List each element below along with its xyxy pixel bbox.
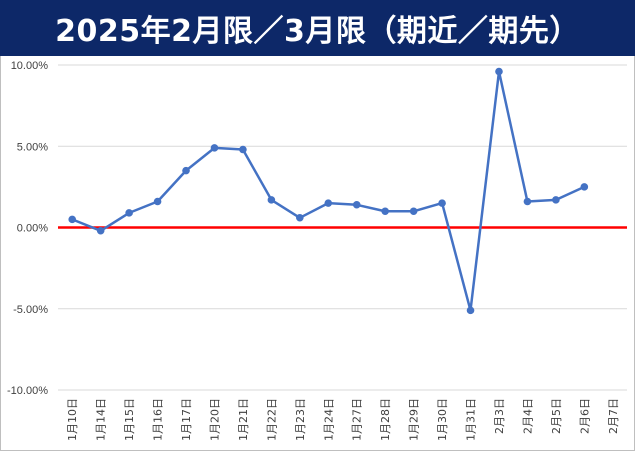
y-tick-label: 0.00% (17, 223, 48, 235)
series-layer (68, 67, 589, 315)
chart-title-bar: 2025年2月限／3月限（期近／期先） (0, 0, 635, 56)
series-line (71, 70, 585, 312)
x-tick-label: 1月28日 (379, 398, 392, 441)
gridlines (58, 64, 627, 391)
x-tick-label: 1月21日 (237, 398, 250, 441)
x-tick-label: 1月29日 (408, 398, 421, 441)
y-tick-label: -5.00% (13, 304, 48, 316)
data-point (466, 306, 475, 315)
x-tick-label: 1月14日 (95, 398, 108, 441)
data-point (96, 226, 105, 235)
data-point (68, 215, 77, 224)
x-tick-label: 2月5日 (550, 398, 563, 434)
data-point (552, 196, 560, 204)
y-axis-ticks: 10.00% 5.00% 0.00% -5.00% -10.00% (7, 60, 48, 397)
x-tick-label: 2月3日 (493, 398, 506, 434)
data-point (182, 166, 190, 175)
data-point (495, 67, 503, 76)
y-tick-label: 5.00% (17, 141, 48, 153)
x-tick-label: 1月31日 (465, 398, 478, 441)
data-point (352, 200, 361, 209)
data-point (125, 209, 133, 217)
data-point (296, 213, 304, 222)
data-point (210, 144, 219, 152)
x-tick-label: 1月16日 (152, 398, 165, 441)
x-tick-label: 2月6日 (578, 398, 591, 434)
x-tick-label: 1月23日 (294, 398, 307, 441)
x-tick-label: 2月7日 (607, 398, 620, 434)
x-tick-label: 1月17日 (180, 398, 193, 441)
x-tick-label: 1月10日 (66, 398, 79, 441)
data-point (324, 199, 333, 207)
data-point (239, 145, 247, 154)
x-tick-label: 1月27日 (351, 398, 364, 441)
data-point (438, 199, 446, 207)
data-point (267, 196, 276, 204)
x-tick-label: 2月4日 (521, 398, 534, 434)
x-tick-label: 1月24日 (322, 398, 335, 441)
data-point (523, 197, 532, 206)
x-axis-ticks: 1月10日 1月14日 1月15日 1月16日 1月17日 1月20日 1月21日 1月22日… (66, 398, 620, 441)
data-point (580, 183, 589, 191)
data-point (409, 207, 418, 216)
x-tick-label: 1月20日 (208, 398, 221, 441)
x-tick-label: 1月15日 (123, 398, 136, 441)
x-tick-label: 1月30日 (436, 398, 449, 441)
y-tick-label: -10.00% (7, 385, 48, 397)
data-point (381, 207, 389, 216)
chart-title: 2025年2月限／3月限（期近／期先） (55, 14, 580, 49)
data-point (153, 197, 162, 206)
x-tick-label: 1月22日 (265, 398, 278, 441)
y-tick-label: 10.00% (11, 60, 49, 72)
